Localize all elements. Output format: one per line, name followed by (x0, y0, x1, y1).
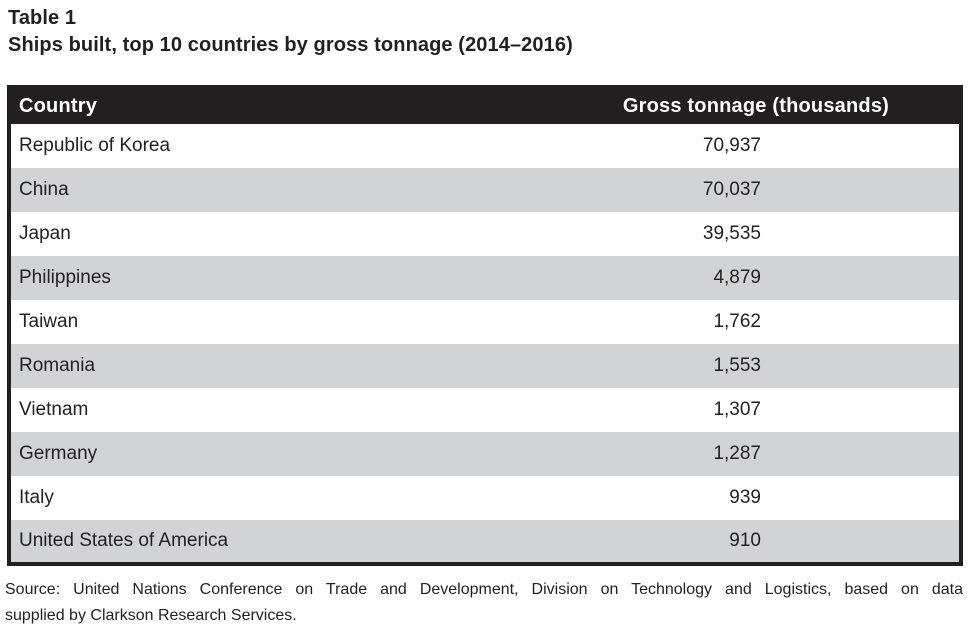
table-body: Republic of Korea 70,937 China 70,037 Japan 3… (9, 124, 961, 564)
header-row: Country Gross tonnage (thousands) (9, 87, 961, 124)
country-cell: China (19, 179, 69, 200)
country-cell: Vietnam (19, 399, 89, 420)
ships-built-table: Country Gross tonnage (thousands) Republ… (7, 85, 963, 566)
country-cell: Philippines (19, 267, 111, 288)
table-row: Republic of Korea 70,937 (9, 124, 961, 168)
table-header: Country Gross tonnage (thousands) (9, 87, 961, 124)
table-title: Ships built, top 10 countries by gross t… (8, 34, 573, 56)
gross-tonnage-value-cell: 1,553 (713, 355, 761, 376)
table-row: Philippines 4,879 (9, 256, 961, 300)
source-note-line-1: Source: United Nations Conference on Tra… (5, 581, 963, 598)
gross-tonnage-value-cell: 939 (729, 487, 761, 508)
table-row: Germany 1,287 (9, 432, 961, 476)
gross-tonnage-value-cell: 70,937 (702, 135, 761, 156)
gross-tonnage-value-cell: 910 (729, 530, 761, 551)
country-cell: Germany (19, 443, 98, 464)
table-row: Romania 1,553 (9, 344, 961, 388)
country-cell: Italy (19, 487, 54, 508)
table-row: China 70,037 (9, 168, 961, 212)
gross-tonnage-value-cell: 1,307 (713, 399, 761, 420)
source-note-line-2: supplied by Clarkson Research Services. (5, 607, 297, 624)
gross-tonnage-value-cell: 70,037 (702, 179, 761, 200)
gross-tonnage-value-cell: 1,287 (713, 443, 761, 464)
table-label: Table 1 (8, 7, 77, 29)
country-cell: Taiwan (19, 311, 79, 332)
column-header-country: Country (19, 95, 98, 117)
country-cell: Republic of Korea (19, 135, 171, 156)
table-caption: Table 1 Ships built, top 10 countries by… (0, 0, 971, 59)
source-note: Source: United Nations Conference on Tra… (5, 577, 963, 629)
table-row: Italy 939 (9, 476, 961, 520)
table-row: Japan 39,535 (9, 212, 961, 256)
country-cell: Romania (19, 355, 96, 376)
country-cell: United States of America (19, 530, 229, 551)
gross-tonnage-value-cell: 39,535 (702, 223, 761, 244)
column-header-gross-tonnage: Gross tonnage (thousands) (622, 95, 889, 117)
table-row: Taiwan 1,762 (9, 300, 961, 344)
table-row: Vietnam 1,307 (9, 388, 961, 432)
gross-tonnage-value-cell: 1,762 (713, 311, 761, 332)
gross-tonnage-value-cell: 4,879 (713, 267, 761, 288)
table-row: United States of America 910 (9, 520, 961, 564)
country-cell: Japan (19, 223, 71, 244)
